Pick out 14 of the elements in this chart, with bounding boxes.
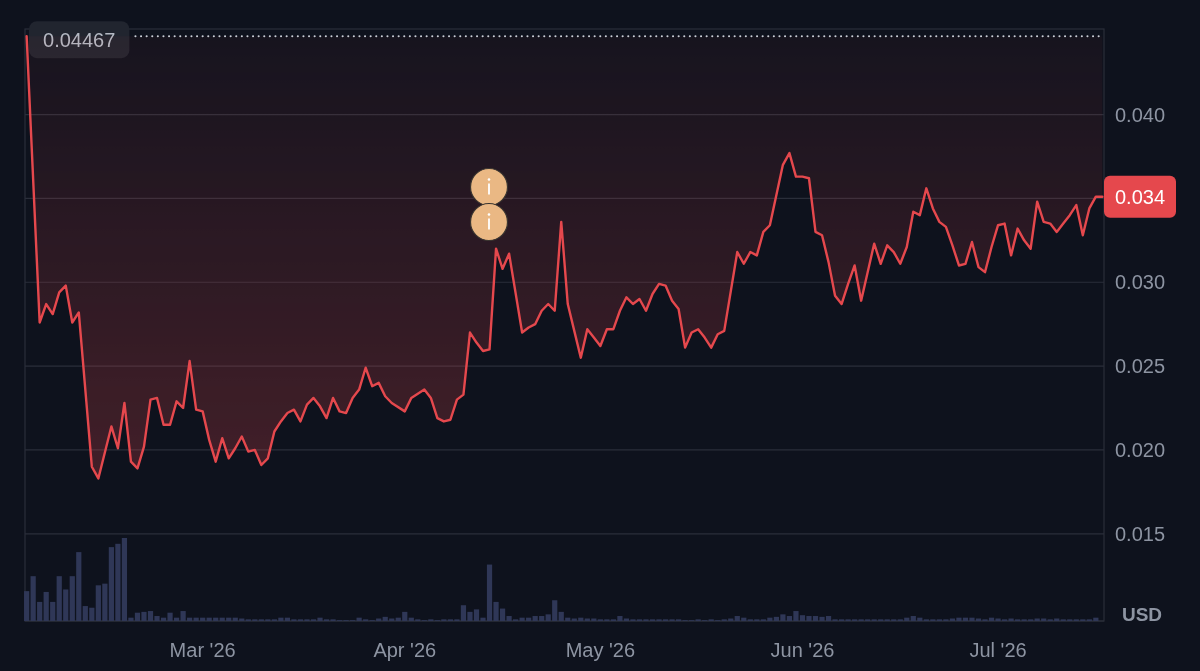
x-tick-label: Jun '26 <box>770 639 835 661</box>
x-tick-label: Mar '26 <box>169 639 236 661</box>
y-axis-title: USD <box>1121 603 1163 625</box>
y-tick-label: 0.025 <box>1115 355 1166 378</box>
y-tick-label: 0.020 <box>1115 438 1166 461</box>
y-tick-label: 0.015 <box>1115 522 1166 545</box>
x-tick-label: May '26 <box>565 639 636 661</box>
text: 0.034 <box>1114 185 1166 208</box>
ref-line-label: 0.04467 <box>43 29 116 52</box>
x-tick-label: Apr '26 <box>373 639 437 661</box>
bar <box>24 591 30 621</box>
y-tick-label: 0.030 <box>1115 271 1166 294</box>
x-tick-label: Jul '26 <box>969 639 1027 661</box>
y-tick-label: 0.040 <box>1115 103 1166 126</box>
